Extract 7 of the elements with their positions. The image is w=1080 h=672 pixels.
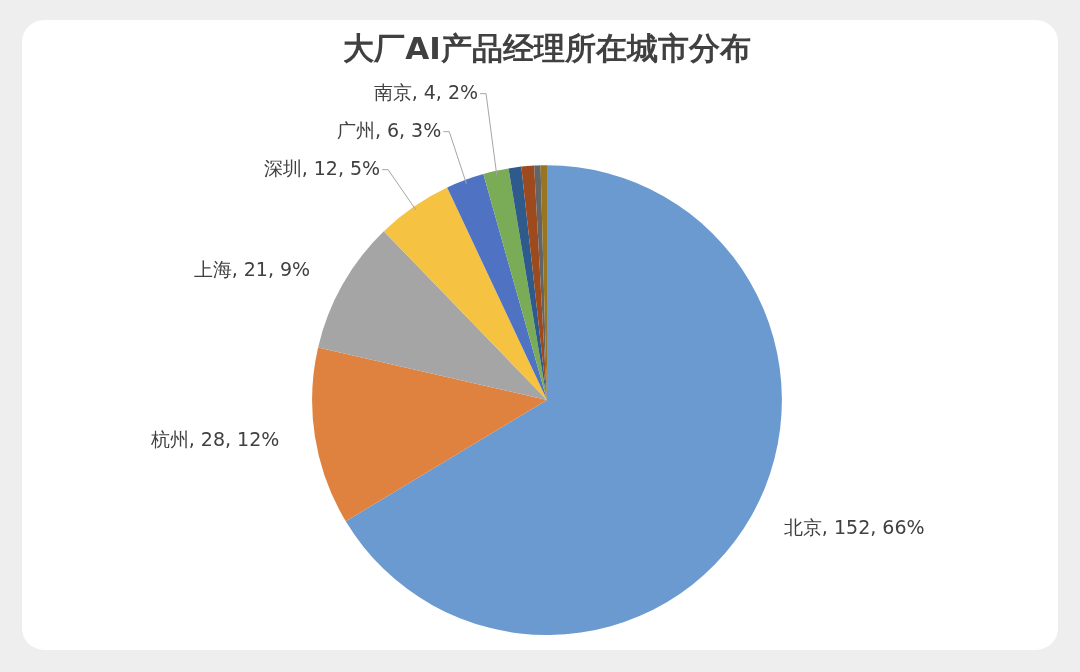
chart-title: 大厂AI产品经理所在城市分布: [343, 29, 751, 66]
slice-label: 南京, 4, 2%: [373, 80, 479, 103]
slice-label: 上海, 21, 9%: [193, 257, 311, 280]
slice-label: 广州, 6, 3%: [336, 118, 442, 141]
slice-label: 深圳, 12, 5%: [263, 156, 381, 179]
slice-label: 北京, 152, 66%: [783, 516, 925, 539]
slice-label: 杭州, 28, 12%: [149, 428, 280, 451]
